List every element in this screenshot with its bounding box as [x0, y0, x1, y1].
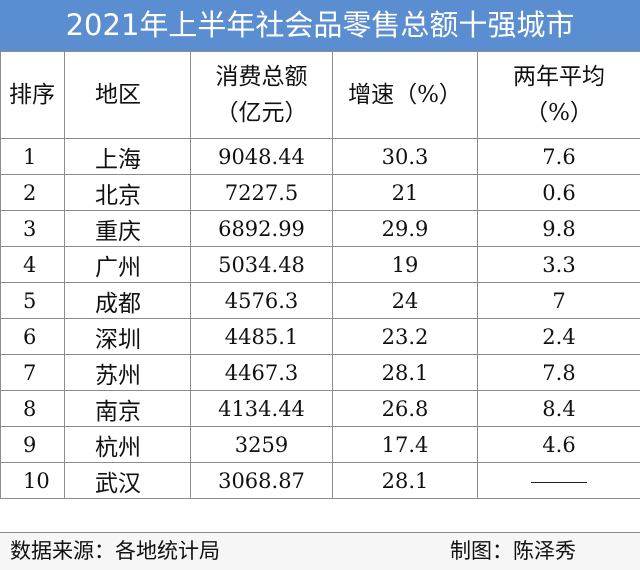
growth-cell: 29.9	[333, 211, 478, 247]
rank-cell: 1	[1, 139, 65, 175]
region-cell: 北京	[65, 175, 191, 211]
growth-cell: 23.2	[333, 319, 478, 355]
rank-cell: 7	[1, 355, 65, 391]
table-title: 2021年上半年社会品零售总额十强城市	[0, 0, 640, 51]
growth-cell: 19	[333, 247, 478, 283]
avg-cell: 9.8	[478, 211, 640, 247]
table-header-row: 排序 地区 消费总额 （亿元） 增速（%） 两年平均 （%）	[1, 52, 640, 139]
growth-cell: 21	[333, 175, 478, 211]
total-cell: 7227.5	[191, 175, 333, 211]
region-cell: 深圳	[65, 319, 191, 355]
avg-cell: 2.4	[478, 319, 640, 355]
data-source: 数据来源：各地统计局	[10, 533, 220, 570]
footer: 数据来源：各地统计局 制图：陈泽秀	[0, 532, 640, 570]
total-cell: 4134.44	[191, 391, 333, 427]
region-cell: 南京	[65, 391, 191, 427]
total-cell: 4576.3	[191, 283, 333, 319]
total-cell: 3068.87	[191, 463, 333, 499]
region-cell: 上海	[65, 139, 191, 175]
rank-cell: 8	[1, 391, 65, 427]
total-cell: 4467.3	[191, 355, 333, 391]
region-cell: 杭州	[65, 427, 191, 463]
avg-cell: 8.4	[478, 391, 640, 427]
header-avg: 两年平均 （%）	[478, 52, 640, 139]
rank-cell: 3	[1, 211, 65, 247]
growth-cell: 30.3	[333, 139, 478, 175]
total-cell: 3259	[191, 427, 333, 463]
region-cell: 重庆	[65, 211, 191, 247]
total-cell: 5034.48	[191, 247, 333, 283]
header-avg-line1: 两年平均	[478, 59, 640, 95]
header-avg-line2: （%）	[478, 95, 640, 131]
rank-cell: 6	[1, 319, 65, 355]
total-cell: 6892.99	[191, 211, 333, 247]
avg-cell: 7	[478, 283, 640, 319]
avg-cell: 4.6	[478, 427, 640, 463]
avg-cell: 0.6	[478, 175, 640, 211]
rank-cell: 10	[1, 463, 65, 499]
region-cell: 武汉	[65, 463, 191, 499]
region-cell: 成都	[65, 283, 191, 319]
header-total-line2: （亿元）	[191, 95, 332, 131]
growth-cell: 26.8	[333, 391, 478, 427]
header-total: 消费总额 （亿元）	[191, 52, 333, 139]
region-cell: 苏州	[65, 355, 191, 391]
growth-cell: 28.1	[333, 355, 478, 391]
avg-cell: 7.6	[478, 139, 640, 175]
rank-cell: 2	[1, 175, 65, 211]
growth-cell: 28.1	[333, 463, 478, 499]
avg-cell	[478, 463, 640, 499]
rank-cell: 9	[1, 427, 65, 463]
header-growth: 增速（%）	[333, 52, 478, 139]
rank-cell: 4	[1, 247, 65, 283]
header-total-line1: 消费总额	[191, 59, 332, 95]
empty-dash	[531, 482, 587, 483]
rank-cell: 5	[1, 283, 65, 319]
header-region: 地区	[65, 52, 191, 139]
avg-cell: 3.3	[478, 247, 640, 283]
total-cell: 9048.44	[191, 139, 333, 175]
header-rank: 排序	[1, 52, 65, 139]
total-cell: 4485.1	[191, 319, 333, 355]
chart-author: 制图：陈泽秀	[450, 533, 576, 570]
growth-cell: 24	[333, 283, 478, 319]
growth-cell: 17.4	[333, 427, 478, 463]
region-cell: 广州	[65, 247, 191, 283]
avg-cell: 7.8	[478, 355, 640, 391]
